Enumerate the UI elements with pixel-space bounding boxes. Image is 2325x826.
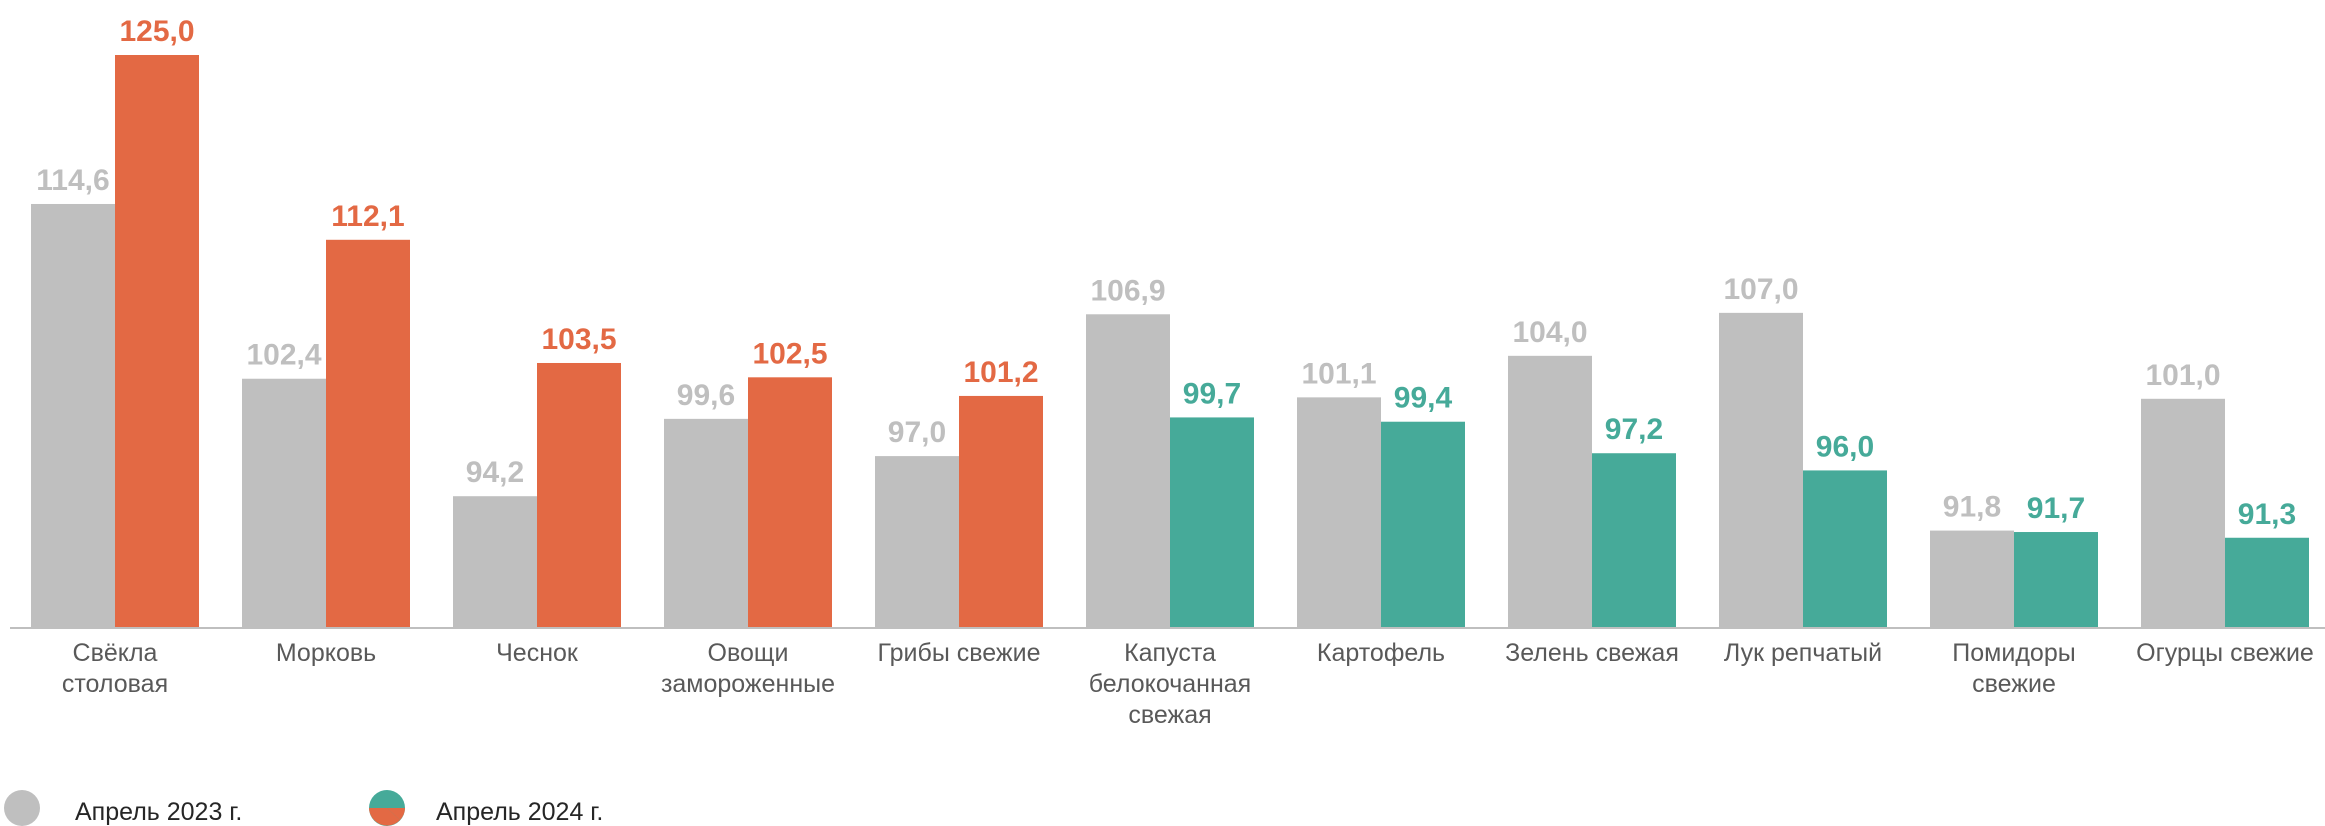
bar-2023: [1719, 312, 1803, 628]
category-label: Лук репчатый: [1724, 639, 1882, 667]
bar-2023: [242, 378, 326, 628]
bar-2024: [537, 362, 621, 628]
legend-label-2023: Апрель 2023 г.: [75, 798, 242, 826]
bar-2023: [1930, 530, 2014, 628]
category-label: Огурцы свежие: [2136, 639, 2314, 667]
bar-2024: [326, 239, 410, 629]
bar-2023: [2141, 398, 2225, 628]
bar-2023: [31, 203, 115, 629]
bar-2024: [1803, 470, 1887, 628]
category-label: Свёкла столовая: [62, 639, 168, 698]
value-label-2024: 101,2: [963, 356, 1038, 389]
value-label-2023: 104,0: [1512, 316, 1587, 349]
value-label-2024: 91,7: [2027, 492, 2085, 525]
value-label-2023: 97,0: [888, 416, 946, 449]
value-label-2023: 107,0: [1723, 273, 1798, 306]
value-label-2024: 97,2: [1605, 413, 1663, 446]
bar-2024: [959, 395, 1043, 628]
bar-2024: [748, 377, 832, 628]
bar-2023: [1297, 397, 1381, 628]
value-label-2024: 112,1: [331, 200, 404, 233]
category-label: Чеснок: [496, 639, 579, 667]
legend-marker-2024: [369, 790, 405, 826]
bar-2023: [664, 418, 748, 628]
category-label: Грибы свежие: [878, 639, 1041, 667]
value-label-2024: 125,0: [119, 15, 194, 48]
bar-2024: [1170, 417, 1254, 628]
value-label-2023: 106,9: [1090, 274, 1165, 307]
category-label: Помидоры свежие: [1952, 639, 2075, 698]
category-label: Овощи замороженные: [661, 639, 835, 698]
value-label-2023: 101,0: [2145, 359, 2220, 392]
bar-2023: [453, 496, 537, 628]
value-label-2024: 96,0: [1816, 430, 1874, 463]
category-labels-group: Свёкла столовая Морковь Чеснок Овощи замороже…: [62, 639, 2314, 729]
bar-2023: [1086, 314, 1170, 628]
bar-2024: [2225, 537, 2309, 628]
legend-label-2024: Апрель 2024 г.: [436, 798, 603, 826]
legend-marker-2023: [4, 790, 40, 826]
value-label-2024: 91,3: [2238, 498, 2296, 531]
category-label: Картофель: [1317, 639, 1445, 667]
value-label-2023: 101,1: [1301, 357, 1376, 390]
value-label-2023: 114,6: [36, 164, 109, 197]
category-label: Морковь: [276, 639, 376, 667]
bar-2024: [1592, 453, 1676, 628]
bar-2024: [1381, 421, 1465, 628]
value-label-2024: 99,4: [1394, 382, 1453, 415]
category-label: Капуста белокочанная свежая: [1089, 639, 1251, 729]
value-label-2023: 102,4: [246, 339, 321, 372]
bar-2024: [115, 55, 199, 628]
value-label-2024: 103,5: [541, 323, 616, 356]
value-label-2024: 102,5: [752, 337, 827, 370]
value-label-2024: 99,7: [1183, 377, 1241, 410]
bars-group: [31, 55, 2309, 629]
category-label: Зелень свежая: [1505, 639, 1679, 667]
value-label-2023: 94,2: [466, 456, 524, 489]
value-label-2023: 91,8: [1943, 491, 2001, 524]
legend: Апрель 2023 г. Апрель 2024 г.: [4, 790, 603, 826]
bar-2023: [1508, 355, 1592, 628]
value-labels-group: 114,6 125,0 102,4 112,1 94,2 103,5 99,6 102,5 97…: [36, 15, 2296, 531]
bar-2024: [2014, 532, 2098, 628]
value-label-2023: 99,6: [677, 379, 735, 412]
bar-2023: [875, 456, 959, 628]
